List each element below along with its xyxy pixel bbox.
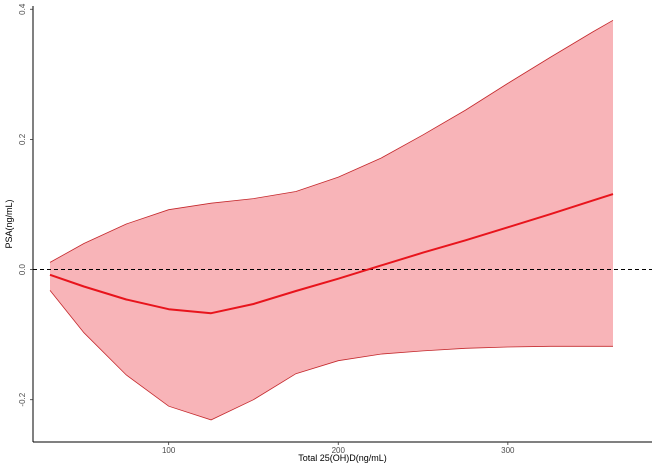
plot-area <box>33 19 652 421</box>
x-tick-label: 100 <box>162 446 176 455</box>
x-axis-ticks: 100 200 300 <box>162 442 515 455</box>
y-axis-title: PSA(ng/mL) <box>4 199 14 248</box>
lower-confidence-line <box>49 290 613 421</box>
y-axis-ticks: -0.2 0.0 0.2 0.4 <box>18 3 33 407</box>
x-axis-title: Total 25(OH)D(ng/mL) <box>298 453 387 463</box>
upper-confidence-line <box>49 19 614 263</box>
y-tick-label: 0.2 <box>18 133 27 145</box>
estimate-line <box>49 193 614 315</box>
confidence-band <box>50 20 613 420</box>
y-tick-label: 0.4 <box>18 3 27 15</box>
x-tick-label: 200 <box>332 446 346 455</box>
y-tick-label: -0.2 <box>18 392 27 406</box>
y-tick-label: 0.0 <box>18 263 27 275</box>
x-tick-label: 300 <box>501 446 515 455</box>
